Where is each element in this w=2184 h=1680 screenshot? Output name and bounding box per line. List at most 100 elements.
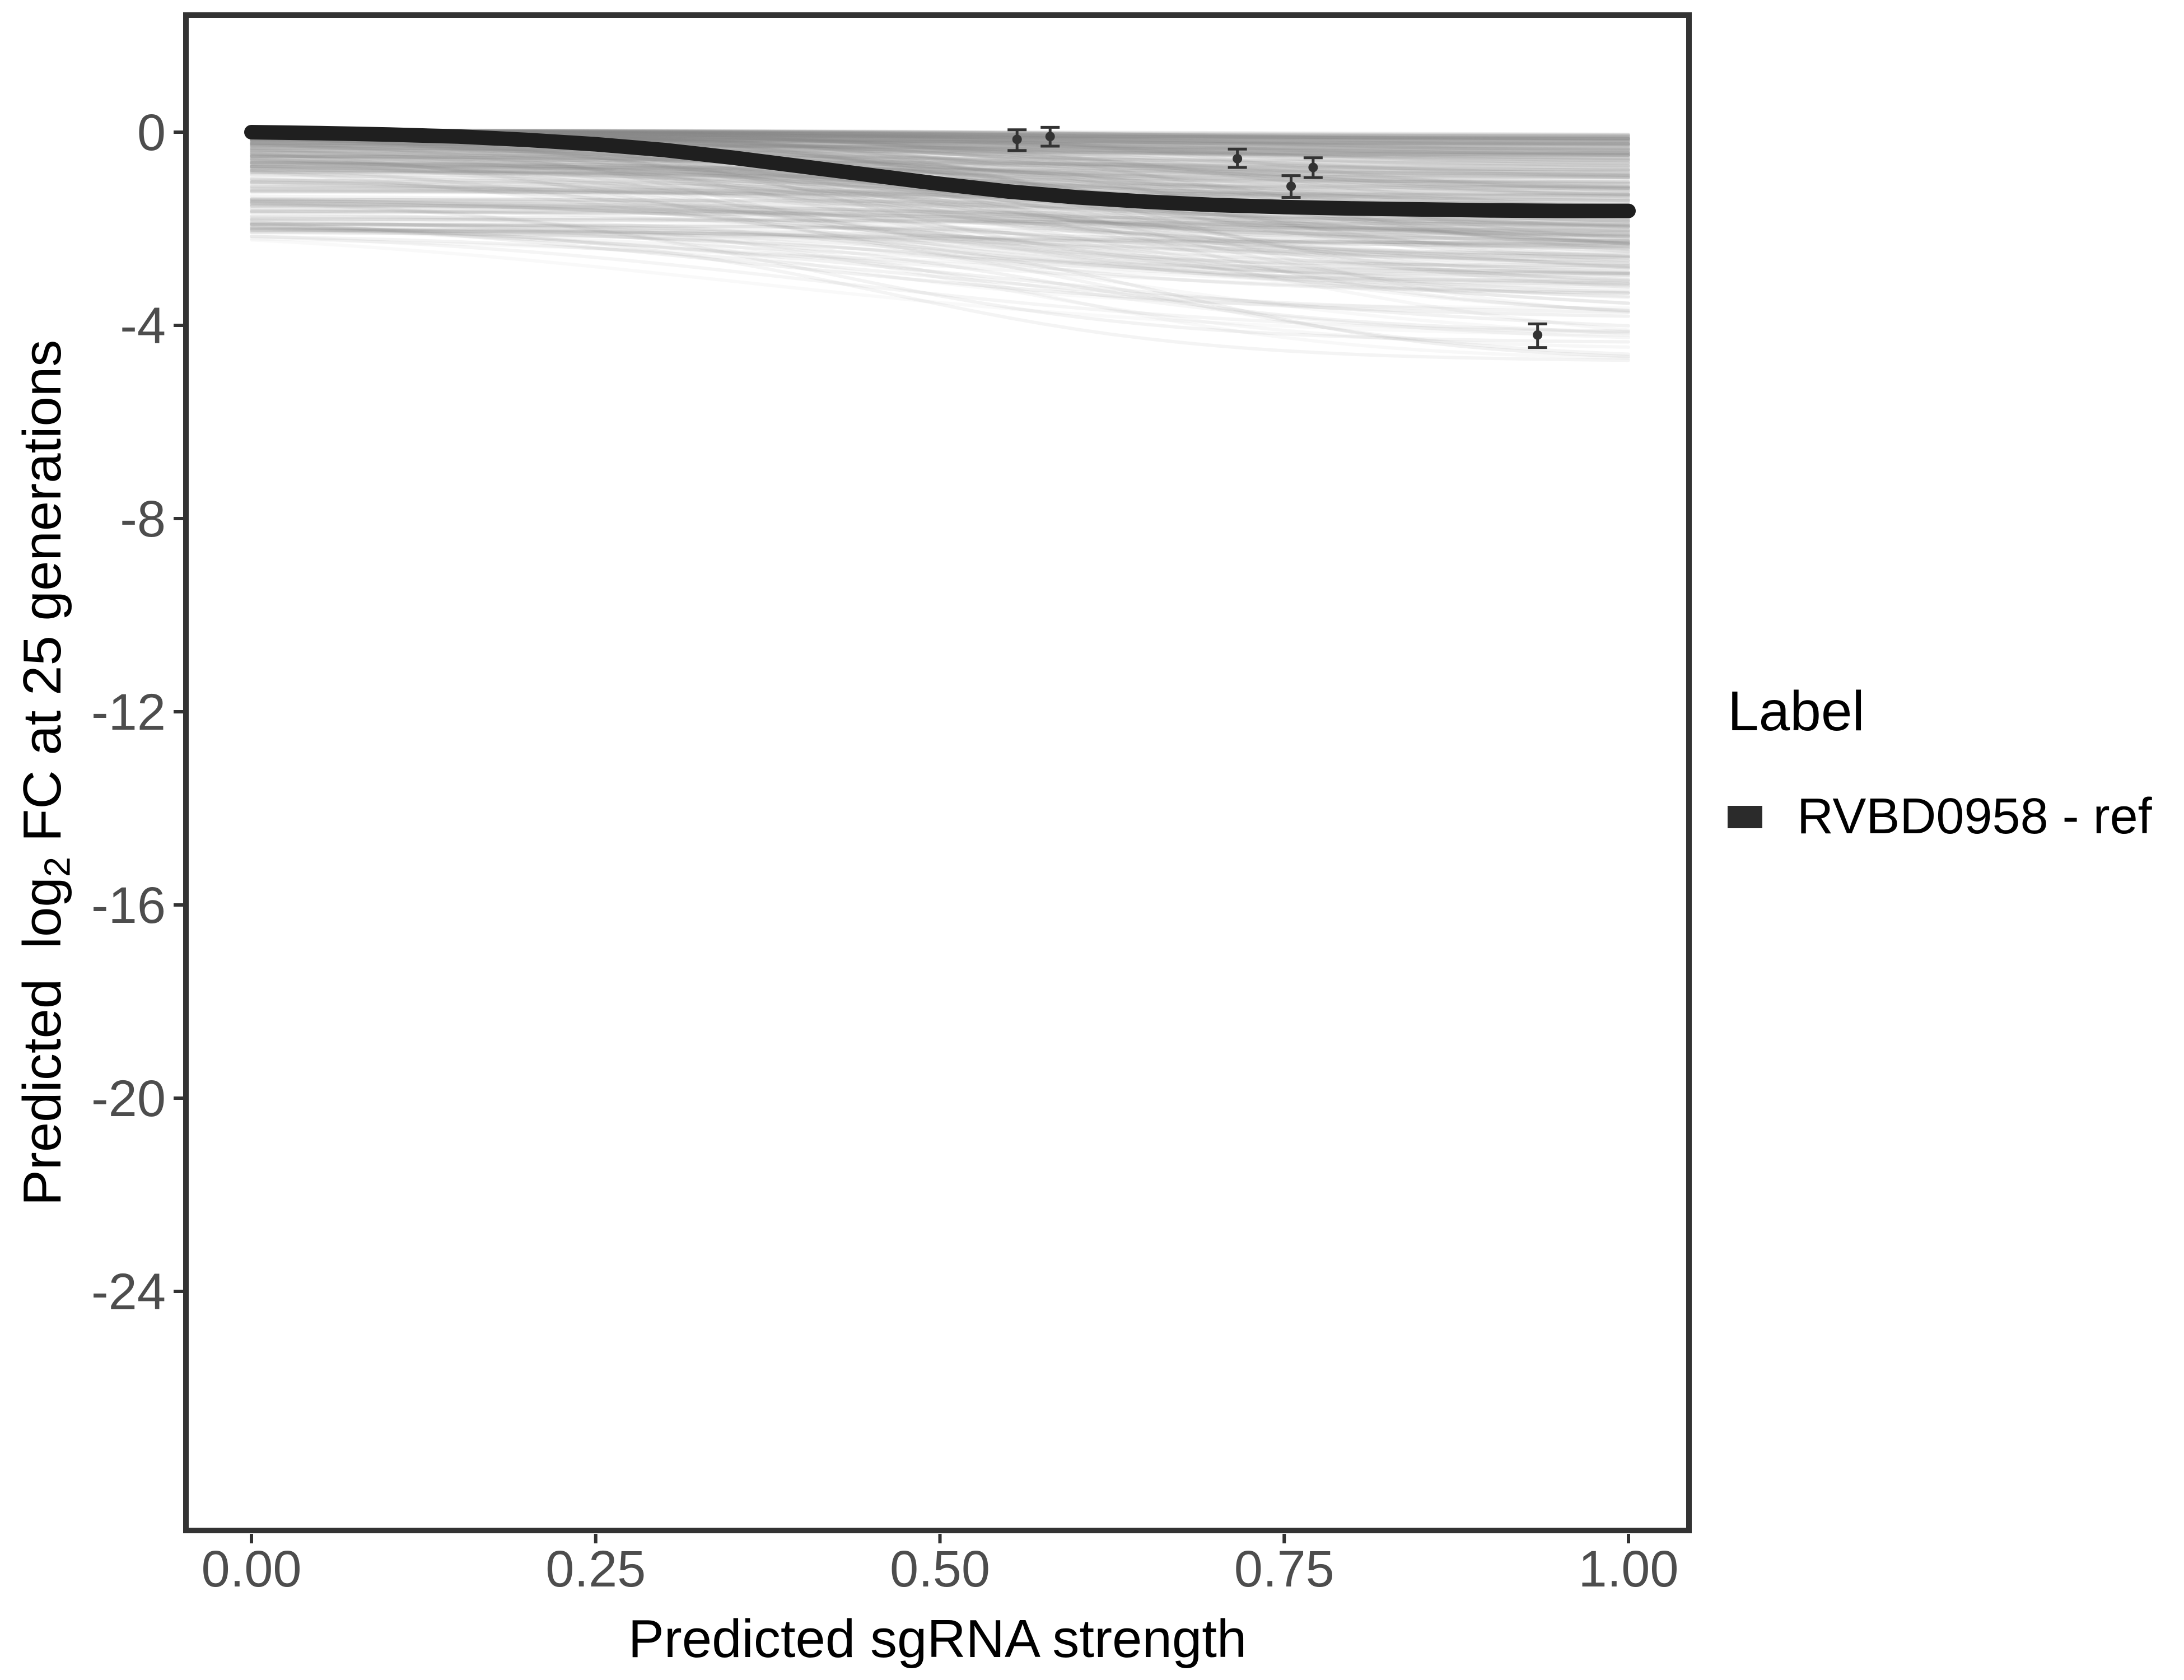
ensemble-curve: [250, 188, 1630, 198]
ensemble-curve: [250, 138, 1630, 175]
ensemble-curve: [250, 151, 1630, 250]
ensemble-curve: [250, 238, 1630, 337]
ensemble-curve: [250, 221, 1630, 335]
ensemble-curve: [250, 158, 1630, 253]
ensemble-curve: [250, 154, 1630, 211]
ensemble-curve: [250, 148, 1630, 157]
ensemble-curve: [250, 152, 1630, 282]
ensemble-curve: [250, 199, 1630, 237]
ensemble-curve: [250, 169, 1630, 286]
ensemble-curve: [250, 152, 1630, 295]
ensemble-curve: [250, 166, 1630, 174]
ensemble-curve: [250, 198, 1630, 235]
ensemble-curve: [250, 148, 1630, 157]
data-point: [1528, 322, 1547, 349]
ensemble-curve: [250, 220, 1630, 318]
data-point: [1228, 147, 1247, 169]
ensemble-curve: [250, 164, 1630, 176]
ensemble-curve: [250, 203, 1630, 268]
ensemble-curve: [250, 147, 1630, 157]
ensemble-curve: [250, 148, 1630, 157]
y-tick-label: -16: [91, 877, 166, 934]
ensemble-curve: [250, 222, 1630, 278]
ensemble-curve: [250, 146, 1630, 195]
ensemble-curve: [250, 154, 1630, 177]
y-axis-title-subscript: 2: [36, 856, 78, 878]
ensemble-curve: [250, 137, 1630, 249]
ensemble-curve: [250, 156, 1630, 235]
ensemble-curve: [250, 142, 1630, 185]
ensemble-curve: [250, 218, 1630, 234]
ensemble-curve: [250, 222, 1630, 232]
ensemble-curve: [250, 223, 1630, 291]
ensemble-curve: [250, 148, 1630, 179]
ensemble-curve: [250, 169, 1630, 179]
ensemble-curve: [250, 225, 1630, 362]
ensemble-curve: [250, 204, 1630, 234]
x-tick-label: 0.50: [890, 1541, 990, 1598]
ensemble-curve: [250, 128, 1630, 146]
ensemble-curve: [250, 157, 1630, 227]
ensemble-curve: [250, 203, 1630, 223]
ensemble-curve: [250, 211, 1630, 232]
x-tick-label: 0.25: [545, 1541, 646, 1598]
x-tick-label: 0.00: [201, 1541, 301, 1598]
ensemble-curve: [250, 154, 1630, 288]
ensemble-curve: [250, 209, 1630, 221]
ensemble-curve: [250, 190, 1630, 225]
ensemble-curve: [250, 154, 1630, 165]
ensemble-curve: [250, 202, 1630, 230]
x-axis-title: Predicted sgRNA strength: [628, 1609, 1247, 1669]
ensemble-curve: [250, 161, 1630, 289]
ensemble-curve: [250, 201, 1630, 295]
ensemble-curve: [250, 158, 1630, 171]
ensemble-curve: [250, 173, 1630, 239]
y-tick-label: -4: [120, 297, 166, 354]
ensemble-curve: [250, 137, 1630, 186]
ensemble-curve: [250, 200, 1630, 228]
ensemble-curve: [250, 201, 1630, 344]
ensemble-curve: [250, 185, 1630, 246]
ensemble-curve: [250, 189, 1630, 202]
ensemble-curve: [250, 235, 1630, 314]
ensemble-curve: [250, 211, 1630, 349]
data-point: [1007, 128, 1027, 152]
y-tick-label: 0: [137, 104, 166, 161]
legend-title: Label: [1728, 680, 1865, 743]
ensemble-curve: [250, 189, 1630, 198]
ensemble-curve: [250, 134, 1630, 232]
point-marker: [1012, 134, 1022, 144]
ensemble-curve: [250, 226, 1630, 295]
ensemble-curve: [250, 161, 1630, 190]
ensemble-curve: [250, 157, 1630, 270]
ensemble-curve: [250, 164, 1630, 241]
ensemble-curve: [250, 156, 1630, 312]
ensemble-curve: [250, 177, 1630, 270]
ensemble-curve: [250, 199, 1630, 310]
ensemble-curve: [250, 155, 1630, 164]
ensemble-curve: [250, 151, 1630, 174]
ensemble-curve: [250, 143, 1630, 202]
ensemble-curve: [250, 143, 1630, 250]
ensemble-curve: [250, 141, 1630, 238]
ensemble-curve: [250, 207, 1630, 262]
ensemble-curve: [250, 214, 1630, 226]
legend: Label RVBD0958 - ref: [1728, 679, 2152, 846]
ensemble-curve: [250, 151, 1630, 185]
ensemble-curve: [250, 168, 1630, 245]
ensemble-curve: [250, 235, 1630, 334]
ensemble-curve: [250, 222, 1630, 257]
ensemble-curve: [250, 155, 1630, 169]
ensemble-curve: [250, 237, 1630, 279]
data-point: [1040, 125, 1060, 148]
ensemble-curve: [250, 168, 1630, 283]
error-bar-points: [1007, 125, 1547, 349]
ensemble-curve: [250, 209, 1630, 222]
data-point: [1281, 174, 1301, 199]
ensemble-curve: [250, 144, 1630, 249]
data-point: [1303, 156, 1323, 179]
ensemble-curve: [250, 139, 1630, 250]
y-tick-label: -20: [91, 1070, 166, 1127]
ensemble-curve: [250, 147, 1630, 276]
ensemble-curve: [250, 226, 1630, 248]
